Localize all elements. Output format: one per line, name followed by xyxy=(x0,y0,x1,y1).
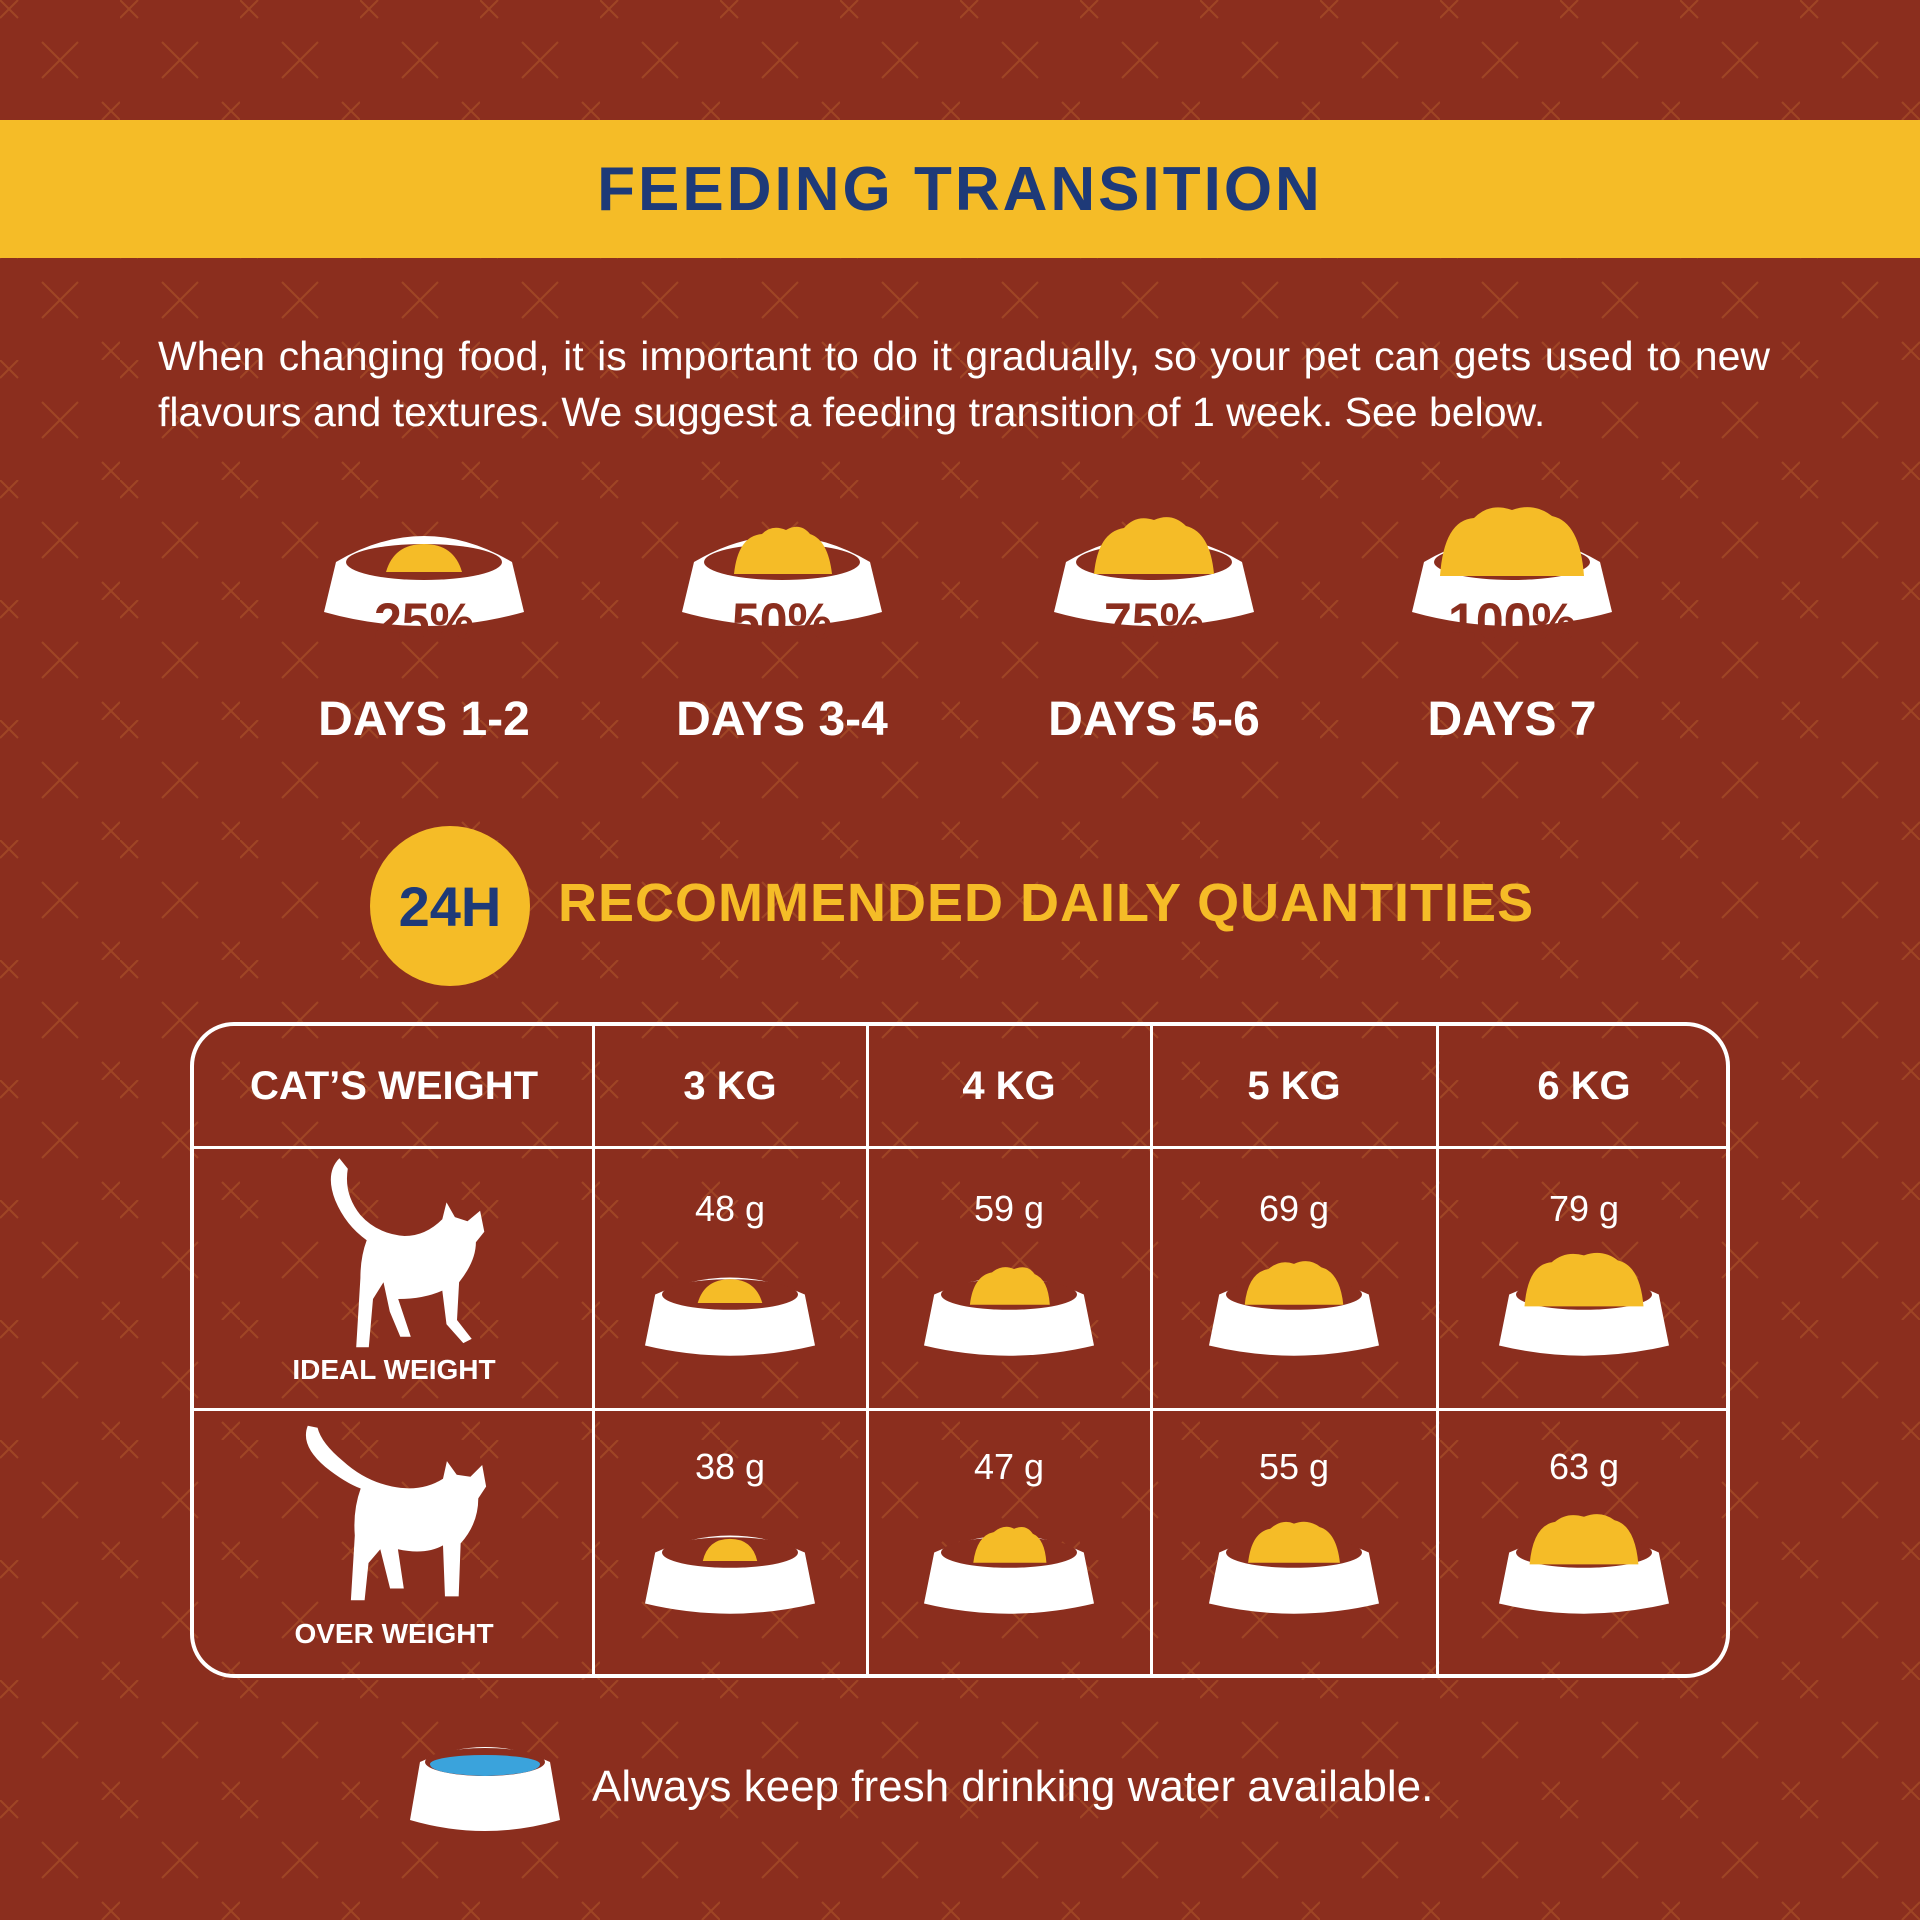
quantity-value: 38 g xyxy=(694,1446,766,1487)
stage-days: DAYS 5-6 xyxy=(1048,693,1260,746)
quantity-cell: 69 g xyxy=(1152,1148,1436,1408)
quantity-cell: 63 g xyxy=(1438,1410,1730,1678)
table-divider xyxy=(194,1146,1726,1149)
stage-percent: 25% xyxy=(373,593,475,649)
water-bowl-icon xyxy=(410,1747,560,1831)
quantities-title: RECOMMENDED DAILY QUANTITIES xyxy=(558,873,1535,933)
quantity-value: 47 g xyxy=(973,1446,1045,1487)
stage-percent: 100% xyxy=(1448,593,1576,649)
food-bowl-icon xyxy=(1209,1521,1379,1614)
transition-stage-2: 50% DAYS 3-4 xyxy=(632,510,932,750)
food-bowl-icon xyxy=(645,1535,815,1614)
quantity-value: 55 g xyxy=(1258,1446,1330,1487)
24h-badge: 24H xyxy=(370,826,530,986)
food-bowl-icon xyxy=(924,1526,1094,1614)
cat-label: OVER WEIGHT xyxy=(294,1618,494,1649)
food-bowl-icon xyxy=(1054,517,1254,626)
quantity-cell: 55 g xyxy=(1152,1410,1436,1678)
water-note: Always keep fresh drinking water availab… xyxy=(592,1762,1434,1811)
food-bowl-icon xyxy=(1412,507,1612,626)
food-bowl-icon xyxy=(682,526,882,626)
quantity-cell: 38 g xyxy=(594,1410,866,1678)
stage-days: DAYS 3-4 xyxy=(676,693,888,746)
page-title: FEEDING TRANSITION xyxy=(597,154,1323,224)
transition-stage-1: 25% DAYS 1-2 xyxy=(274,510,574,750)
stage-days: DAYS 1-2 xyxy=(318,693,530,746)
food-bowl-icon xyxy=(1209,1261,1379,1356)
food-bowl-icon xyxy=(645,1277,815,1356)
table-divider xyxy=(592,1026,595,1674)
quantity-cell: 59 g xyxy=(868,1148,1150,1408)
header-band: FEEDING TRANSITION xyxy=(0,120,1920,258)
header-weight-5kg: 5 KG xyxy=(1247,1063,1341,1108)
quantity-cell: 47 g xyxy=(868,1410,1150,1678)
quantities-table: CAT’S WEIGHT 3 KG 4 KG 5 KG 6 KG IDEAL W… xyxy=(190,1022,1730,1678)
table-divider xyxy=(1150,1026,1153,1674)
quantity-value: 59 g xyxy=(973,1188,1045,1229)
quantity-cell: 48 g xyxy=(594,1148,866,1408)
header-weight-4kg: 4 KG xyxy=(962,1063,1056,1108)
header-weight-3kg: 3 KG xyxy=(683,1063,777,1108)
row-label-over-weight: OVER WEIGHT xyxy=(194,1410,594,1678)
table-divider xyxy=(1436,1026,1439,1674)
quantity-value: 63 g xyxy=(1548,1446,1620,1487)
food-bowl-icon xyxy=(324,536,524,626)
cat-label: IDEAL WEIGHT xyxy=(292,1354,496,1385)
cat-silhouette-icon xyxy=(330,1158,485,1348)
quantity-value: 48 g xyxy=(694,1188,766,1229)
table-divider xyxy=(866,1026,869,1674)
quantity-value: 79 g xyxy=(1548,1188,1620,1229)
stage-days: DAYS 7 xyxy=(1427,693,1597,746)
header-weight-6kg: 6 KG xyxy=(1537,1063,1631,1108)
food-bowl-icon xyxy=(924,1267,1094,1356)
cat-silhouette-icon xyxy=(305,1425,487,1601)
stage-percent: 50% xyxy=(731,593,833,649)
quantity-cell: 79 g xyxy=(1438,1148,1730,1408)
header-cats-weight: CAT’S WEIGHT xyxy=(249,1063,539,1108)
intro-text: When changing food, it is important to d… xyxy=(158,333,1770,435)
row-label-ideal-weight: IDEAL WEIGHT xyxy=(194,1148,594,1408)
transition-stage-4: 100% DAYS 7 xyxy=(1362,507,1662,750)
quantity-value: 69 g xyxy=(1258,1188,1330,1229)
food-bowl-icon xyxy=(1499,1514,1669,1614)
stage-percent: 75% xyxy=(1103,593,1205,649)
transition-stage-3: 75% DAYS 5-6 xyxy=(1004,510,1304,750)
food-bowl-icon xyxy=(1499,1252,1669,1356)
table-divider xyxy=(194,1408,1726,1411)
